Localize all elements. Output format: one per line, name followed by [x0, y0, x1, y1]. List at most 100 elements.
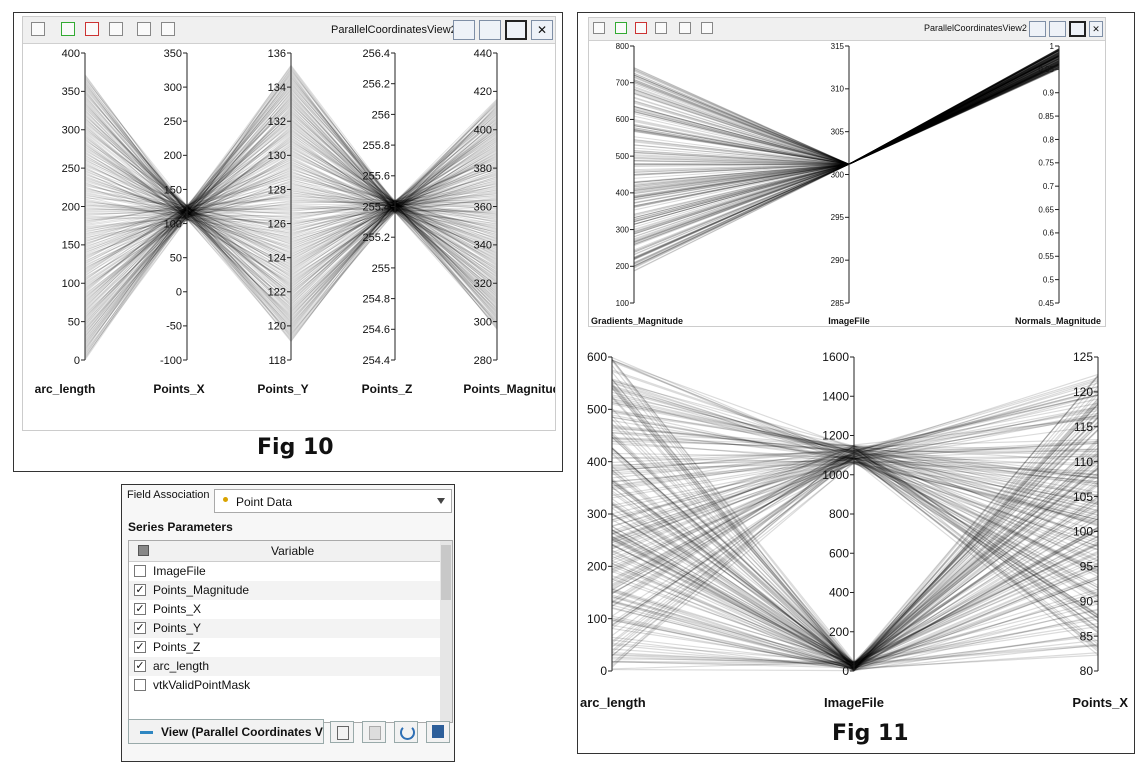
variable-checkbox[interactable]: ✓: [134, 641, 146, 653]
select-points-icon[interactable]: [679, 22, 691, 34]
tick-label: 115: [1074, 420, 1093, 434]
tick-label: 200: [587, 560, 607, 574]
tick-label: 0.5: [1043, 275, 1055, 284]
tick-label: 0.7: [1043, 182, 1055, 191]
variable-name: ImageFile: [153, 564, 206, 578]
axis-ImageFile: 1600 1400 1200 1000 800 600 400 200 0 ImageFile: [822, 350, 884, 710]
close-view-button[interactable]: ✕: [1089, 21, 1103, 37]
variable-name: arc_length: [153, 659, 210, 673]
axis-label: arc_length: [35, 382, 96, 396]
zoom-in-icon[interactable]: [61, 22, 75, 36]
tick-label: 360: [474, 201, 492, 213]
list-item[interactable]: ✓ arc_length: [129, 657, 440, 676]
tick-label: 800: [829, 507, 849, 521]
series-header: Variable: [129, 541, 452, 562]
tick-label: 0.65: [1038, 205, 1054, 214]
axis-label: Points_Z: [362, 382, 413, 396]
variable-checkbox[interactable]: [134, 679, 146, 691]
tick-label: 400: [616, 189, 630, 198]
camera-icon[interactable]: [31, 22, 45, 36]
data-line: [633, 62, 1060, 197]
tick-label: 0: [74, 355, 80, 367]
axis-Points_Y: 136 134 132 130 128 126 124 122 120 118 Points_Y: [257, 48, 308, 396]
tick-label: 134: [268, 82, 286, 94]
list-scrollbar-thumb[interactable]: [441, 545, 451, 600]
tick-label: 0.75: [1038, 159, 1054, 168]
data-line: [633, 51, 1060, 225]
tick-label: 50: [68, 316, 80, 328]
tick-label: 255: [372, 263, 390, 275]
list-item[interactable]: ✓ Points_X: [129, 600, 440, 619]
list-item[interactable]: ImageFile: [129, 562, 440, 581]
paste-button[interactable]: [362, 721, 386, 743]
save-icon: [432, 725, 444, 738]
field-association-value: Point Data: [236, 495, 293, 509]
tick-label: 132: [268, 116, 286, 128]
split-horizontal-button[interactable]: [453, 20, 475, 40]
variable-checkbox[interactable]: ✓: [134, 660, 146, 672]
tick-label: 200: [164, 150, 182, 162]
tick-label: 320: [474, 278, 492, 290]
axis-Points_Z: 256.4 256.2 256 255.8 255.6 255.4 255.2 255 254.…: [362, 48, 413, 396]
copy-button[interactable]: [330, 721, 354, 743]
list-item[interactable]: ✓ Points_Magnitude: [129, 581, 440, 600]
zoom-box-icon[interactable]: [109, 22, 123, 36]
polyline-bundle: [633, 48, 1060, 272]
variable-checkbox[interactable]: ✓: [134, 622, 146, 634]
maximize-button[interactable]: [505, 20, 527, 40]
view-parallel-coordinates-button[interactable]: View (Parallel Coordinates V: [128, 719, 324, 744]
split-vertical-button[interactable]: [479, 20, 501, 40]
axis-arc_length: 600 500 400 300 200 100 0 arc_length: [580, 350, 646, 710]
tick-label: 700: [616, 79, 630, 88]
tick-label: 105: [1073, 490, 1093, 504]
tick-label: 95: [1080, 560, 1094, 574]
tick-label: 110: [1074, 455, 1093, 469]
variable-checkbox[interactable]: ✓: [134, 603, 146, 615]
axis-Gradients_Magnitude: 800 700 600 500 400 300 200 100 Gradients_Magnit…: [591, 42, 683, 326]
split-horizontal-button[interactable]: [1029, 21, 1046, 37]
variable-name: Points_Z: [153, 640, 201, 654]
refresh-button[interactable]: [394, 721, 418, 743]
data-line: [633, 66, 1060, 165]
camera-icon[interactable]: [593, 22, 605, 34]
tick-label: 250: [62, 163, 80, 175]
zoom-box-icon[interactable]: [655, 22, 667, 34]
tick-label: 100: [587, 612, 607, 626]
tick-label: 254.4: [362, 355, 390, 367]
tick-label: 120: [1073, 385, 1093, 399]
variable-checkbox[interactable]: [134, 565, 146, 577]
polyline-bundle: [611, 356, 1099, 672]
list-item[interactable]: ✓ Points_Z: [129, 638, 440, 657]
maximize-button[interactable]: [1069, 21, 1086, 37]
zoom-out-icon[interactable]: [85, 22, 99, 36]
series-parameters-label: Series Parameters: [128, 520, 233, 534]
select-points-icon[interactable]: [137, 22, 151, 36]
close-view-button[interactable]: ✕: [531, 20, 553, 40]
zoom-in-icon[interactable]: [615, 22, 627, 34]
save-button[interactable]: [426, 721, 450, 743]
tick-label: 300: [62, 125, 80, 137]
tick-label: 350: [164, 48, 182, 60]
axis-label: arc_length: [580, 695, 646, 710]
split-vertical-button[interactable]: [1049, 21, 1066, 37]
tick-label: 0.8: [1043, 135, 1055, 144]
select-region-icon[interactable]: [701, 22, 713, 34]
point-data-icon: [223, 497, 228, 502]
tick-label: 500: [587, 403, 607, 417]
list-item[interactable]: ✓ Points_Y: [129, 619, 440, 638]
variable-name: Points_X: [153, 602, 202, 616]
tick-label: 290: [831, 256, 845, 265]
tick-label: 118: [268, 355, 286, 367]
data-line: [633, 67, 1060, 165]
select-region-icon[interactable]: [161, 22, 175, 36]
fig11-frame: ParallelCoordinatesView2 ✕ 800 700 600 500 4…: [577, 12, 1135, 754]
tick-label: 200: [829, 625, 849, 639]
data-line: [633, 67, 1060, 165]
field-association-select[interactable]: Point Data: [214, 489, 452, 513]
fig11-top-view: ParallelCoordinatesView2 ✕ 800 700 600 500 4…: [588, 17, 1106, 327]
variable-checkbox[interactable]: ✓: [134, 584, 146, 596]
zoom-out-icon[interactable]: [635, 22, 647, 34]
select-all-checkbox[interactable]: [138, 545, 149, 556]
paste-icon: [369, 726, 381, 740]
list-item[interactable]: vtkValidPointMask: [129, 676, 440, 695]
